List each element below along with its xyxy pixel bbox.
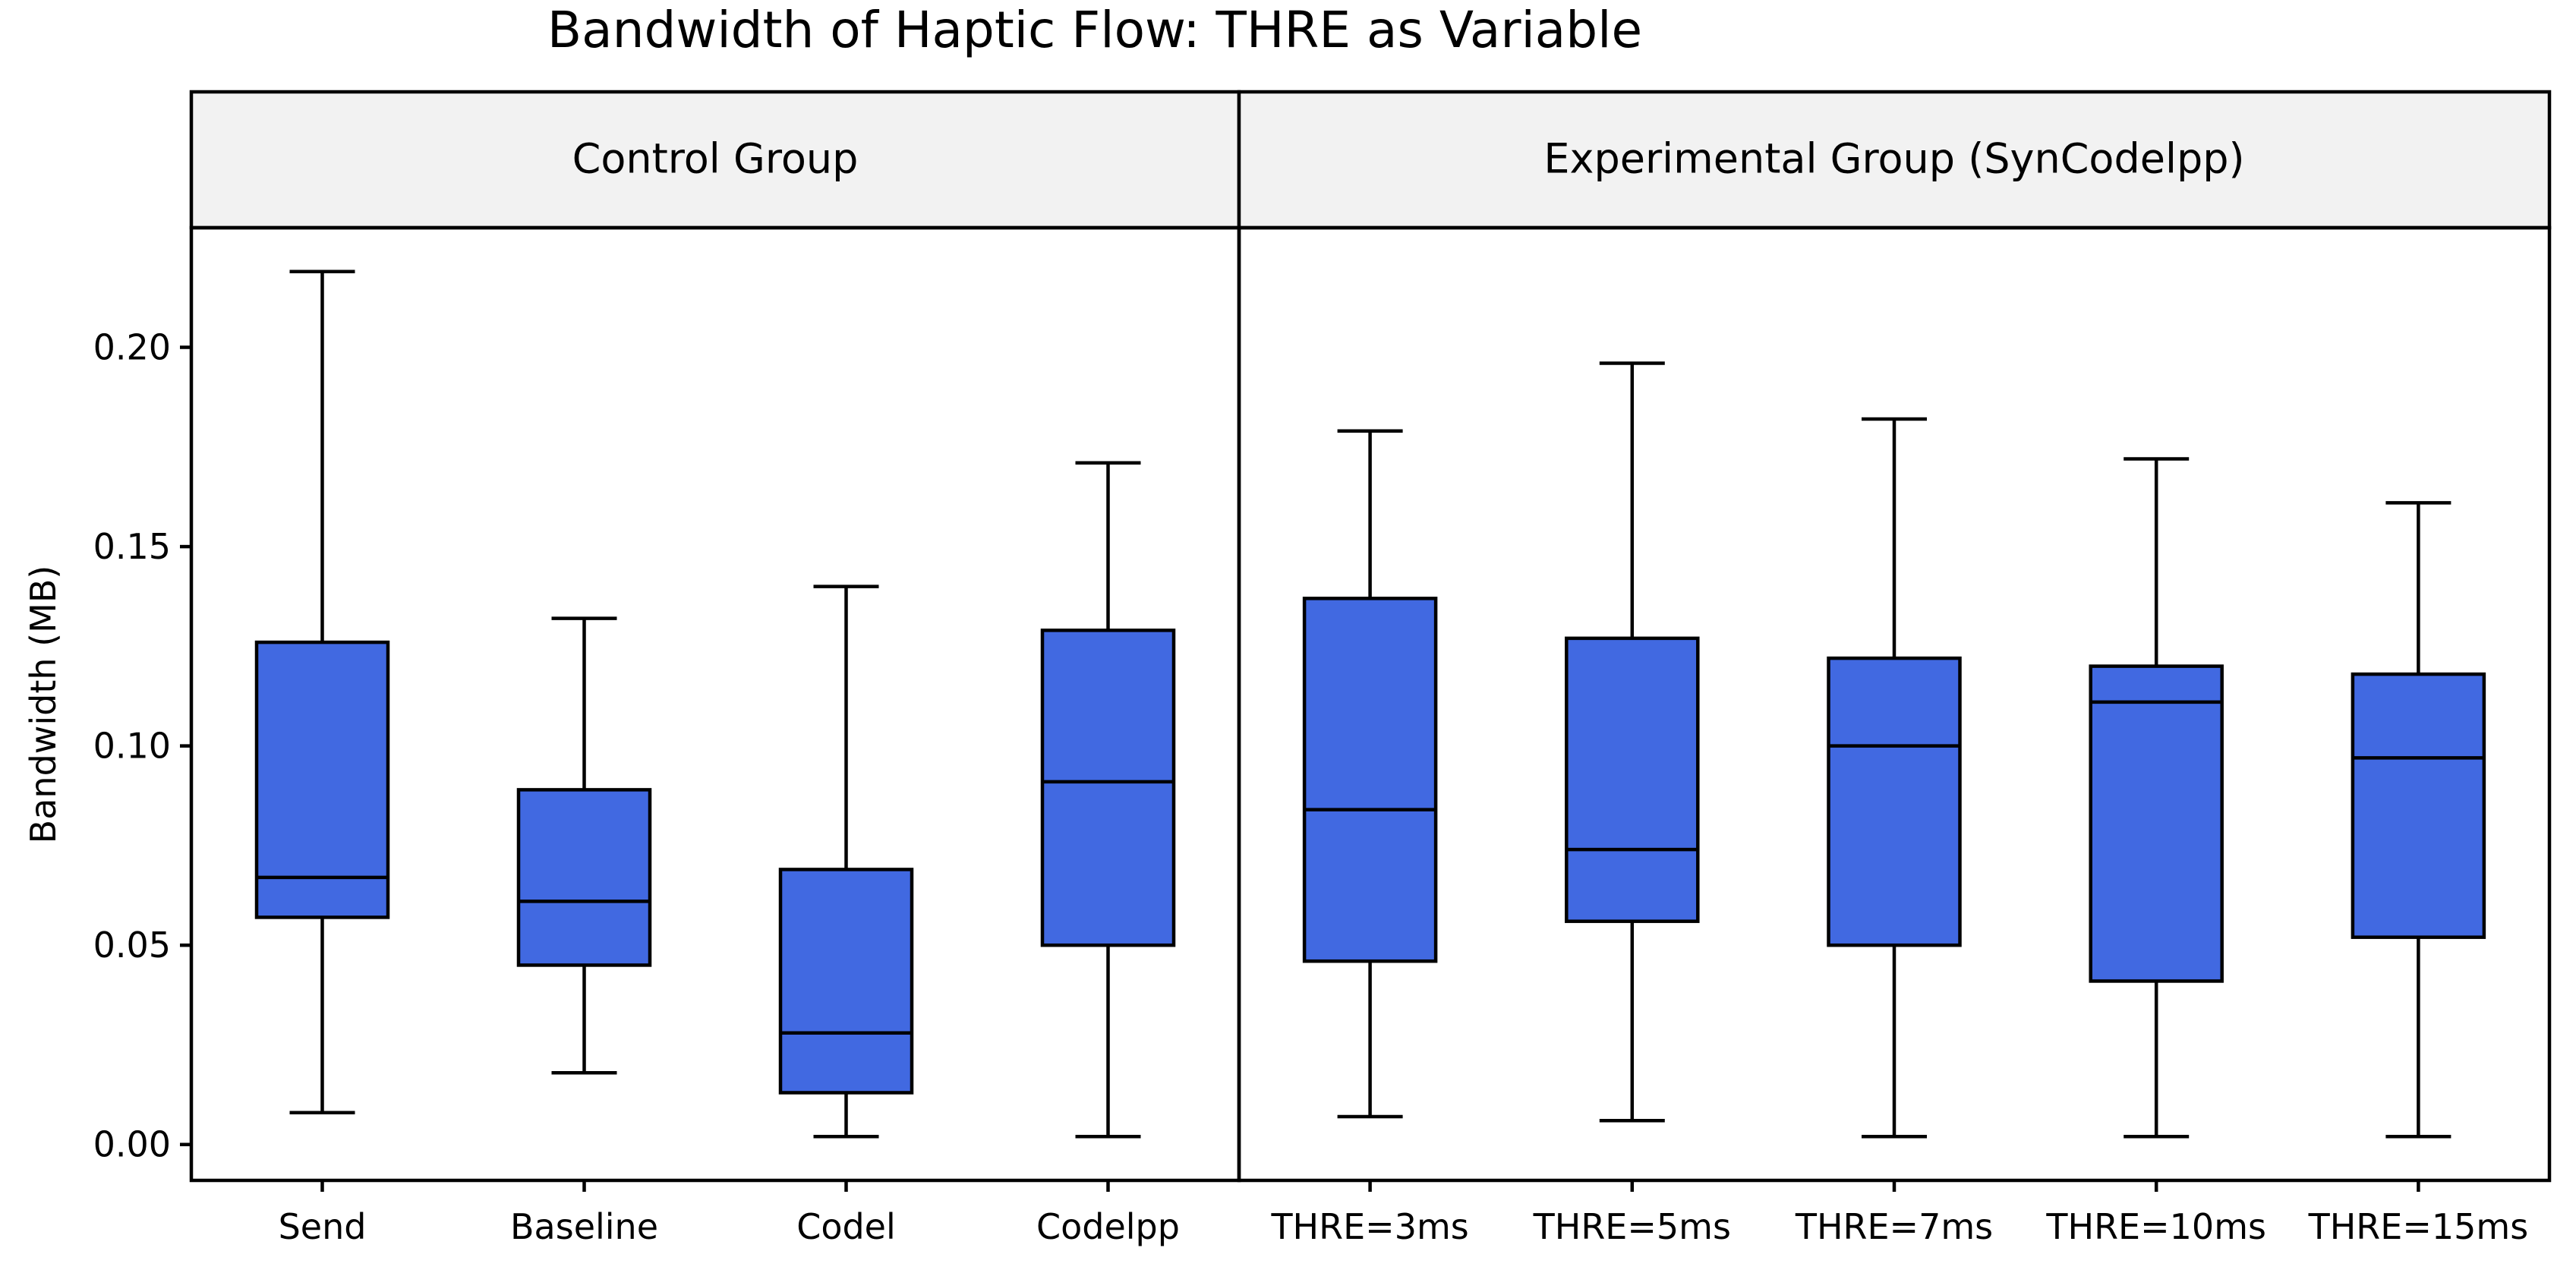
panel-title-1: Experimental Group (SynCodelpp): [1543, 135, 2244, 183]
box-codel: [778, 585, 914, 1139]
x-tick-label: THRE=7ms: [1795, 1206, 1993, 1247]
box-thre-5ms: [1565, 361, 1700, 1123]
box-iqr: [1040, 629, 1176, 947]
x-tick-label: THRE=15ms: [2308, 1206, 2529, 1247]
box-iqr: [516, 788, 652, 967]
box-iqr: [2089, 664, 2224, 983]
y-tick-label: 0.00: [93, 1124, 171, 1165]
panel-header-1: [1237, 90, 2552, 230]
box-codelpp: [1040, 461, 1176, 1139]
box-thre-10ms: [2089, 457, 2224, 1139]
y-axis-label: Bandwidth (MB): [23, 566, 64, 844]
chart-title: Bandwidth of Haptic Flow: THRE as Variab…: [547, 1, 1642, 59]
x-tick-label: Send: [279, 1206, 367, 1247]
y-tick-label: 0.10: [93, 726, 171, 767]
x-axis: Send Baseline Codel Codelpp THRE=3ms THRE=5ms…: [279, 1180, 2529, 1247]
x-tick-label: Codelpp: [1036, 1206, 1180, 1247]
box-baseline: [516, 616, 652, 1075]
x-tick-label: THRE=10ms: [2045, 1206, 2266, 1247]
x-tick-label: THRE=3ms: [1270, 1206, 1468, 1247]
box-iqr: [2351, 672, 2486, 939]
y-tick-label: 0.20: [93, 327, 171, 368]
box-iqr: [1565, 636, 1700, 923]
plot-area: [189, 225, 2552, 1183]
panel-headers: Control Group Experimental Group (SynCode…: [189, 90, 2552, 230]
panel-header-0: [189, 90, 1241, 230]
x-tick-label: Baseline: [510, 1206, 658, 1247]
box-thre-7ms: [1827, 417, 1962, 1139]
y-tick-label: 0.15: [93, 526, 171, 567]
box-thre-3ms: [1302, 429, 1438, 1119]
box-iqr: [1827, 656, 1962, 947]
box-iqr: [254, 640, 390, 919]
x-tick-label: Codel: [796, 1206, 896, 1247]
box-iqr: [1302, 597, 1438, 963]
y-axis: 0.00 0.05 0.10 0.15 0.20: [93, 327, 191, 1165]
box-iqr: [778, 868, 914, 1095]
box-thre-15ms: [2351, 501, 2486, 1139]
box-send: [254, 269, 390, 1114]
y-tick-label: 0.05: [93, 925, 171, 966]
panel-title-0: Control Group: [572, 135, 859, 183]
x-tick-label: THRE=5ms: [1533, 1206, 1731, 1247]
